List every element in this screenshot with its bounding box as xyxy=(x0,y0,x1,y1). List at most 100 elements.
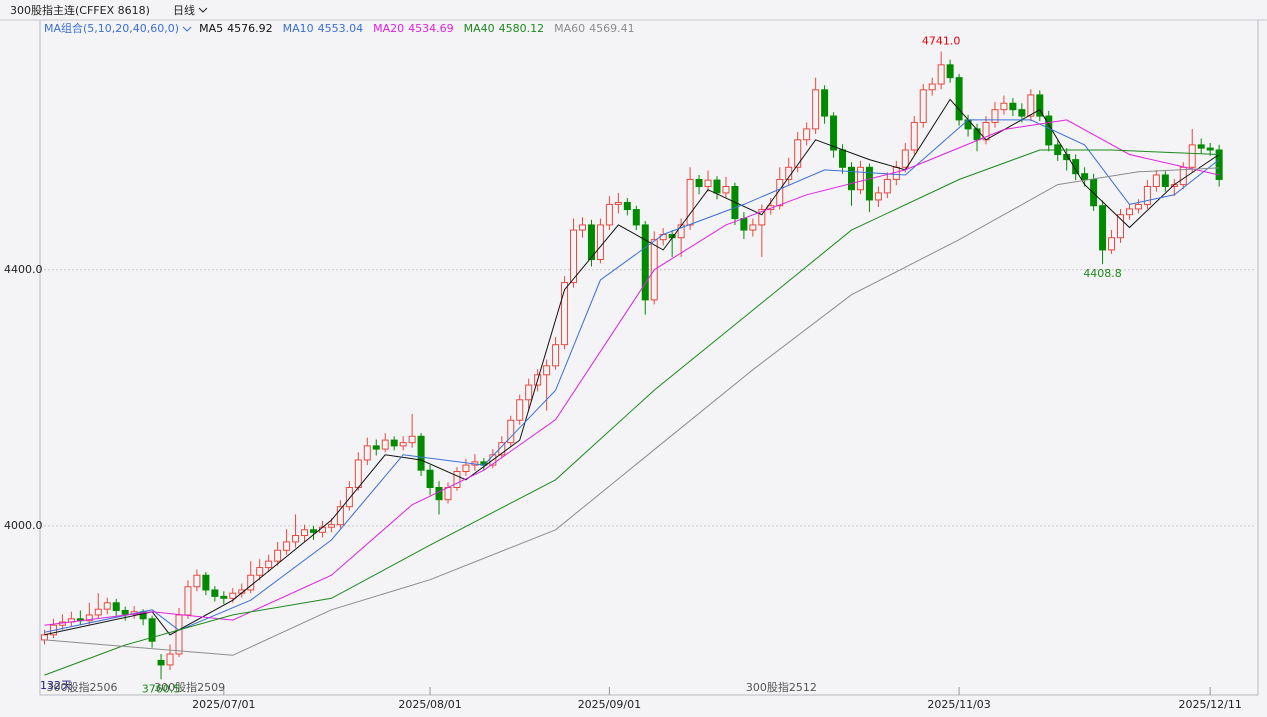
x-tick-label: 2025/09/01 xyxy=(578,698,641,711)
period-chevron[interactable] xyxy=(198,7,208,13)
legend-value: 4534.69 xyxy=(408,22,454,35)
candle-body xyxy=(40,634,48,641)
ma-line xyxy=(44,149,1220,676)
candle-body xyxy=(525,384,533,401)
contract-label: 300股指2506 xyxy=(46,680,117,694)
candle-body xyxy=(865,166,873,201)
candle-body xyxy=(839,149,847,168)
candle-body xyxy=(910,121,918,151)
candle-body xyxy=(713,179,721,194)
candle-body xyxy=(758,209,766,226)
chart-title[interactable]: 300股指主连(CFFEX 8618) xyxy=(10,3,150,17)
extreme-label: 4741.0 xyxy=(922,34,961,47)
candle-body xyxy=(1143,186,1151,205)
extreme-label: 3760.5 xyxy=(142,682,181,695)
candle-body xyxy=(372,445,380,450)
candle-body xyxy=(605,203,613,226)
candle-body xyxy=(946,64,954,79)
legend-name: MA20 xyxy=(373,22,404,35)
y-tick-label: 4400.0 xyxy=(4,263,43,276)
candle-body xyxy=(1081,173,1089,180)
candle-body xyxy=(516,399,524,421)
legend-value: 4580.12 xyxy=(499,22,545,35)
candle-body xyxy=(408,435,416,444)
period-label[interactable]: 日线 xyxy=(173,3,195,17)
candle-body xyxy=(677,224,685,239)
legend-chevron xyxy=(182,26,192,32)
candle-body xyxy=(184,586,192,616)
candle-body xyxy=(336,506,344,526)
candle-body xyxy=(901,149,909,168)
candle-body xyxy=(821,89,829,117)
candle-body xyxy=(381,439,389,450)
ma-line xyxy=(44,98,1220,636)
y-tick-label: 4000.0 xyxy=(4,519,43,532)
candle-body xyxy=(794,139,802,168)
candle-body xyxy=(175,614,183,655)
candle-body xyxy=(292,535,300,543)
candle-body xyxy=(847,166,855,191)
candle-body xyxy=(498,442,506,456)
candle-body xyxy=(166,653,174,666)
candle-body xyxy=(462,464,470,472)
candle-body xyxy=(256,567,264,576)
legend-value: 4553.04 xyxy=(318,22,364,35)
candle-body xyxy=(301,529,309,537)
candle-body xyxy=(148,618,156,642)
plot-frame xyxy=(39,19,1259,696)
candle-body xyxy=(211,589,219,597)
candle-body xyxy=(767,205,775,211)
candle-body xyxy=(830,115,838,151)
ma-line xyxy=(44,119,1220,626)
legend-value: 4576.92 xyxy=(227,22,273,35)
candle-body xyxy=(1009,102,1017,111)
candle-body xyxy=(112,602,120,611)
candle-body xyxy=(265,560,273,569)
legend-name: MA40 xyxy=(464,22,495,35)
candle-body xyxy=(578,224,586,231)
candle-body xyxy=(1116,214,1124,239)
candle-body xyxy=(1197,144,1205,149)
candle-body xyxy=(892,166,900,180)
candle-body xyxy=(426,469,434,489)
candle-body xyxy=(641,224,649,301)
candle-body xyxy=(399,442,407,447)
candle-body xyxy=(1152,174,1160,188)
candle-body xyxy=(507,419,515,444)
candle-body xyxy=(704,179,712,188)
candle-body xyxy=(776,178,784,207)
candle-body xyxy=(157,659,165,666)
candle-body xyxy=(991,109,999,123)
candle-body xyxy=(1188,144,1196,168)
candle-body xyxy=(417,435,425,471)
candle-body xyxy=(570,229,578,284)
candle-body xyxy=(354,459,362,489)
candle-body xyxy=(883,178,891,194)
contract-label: 300股指2509 xyxy=(154,680,225,694)
candle-body xyxy=(390,439,398,447)
candle-body xyxy=(561,282,569,346)
candle-body xyxy=(1018,109,1026,117)
x-tick-label: 2025/08/01 xyxy=(398,698,461,711)
candle-body xyxy=(229,592,237,599)
candle-body xyxy=(937,64,945,85)
candle-body xyxy=(444,487,452,501)
candle-body xyxy=(1000,102,1008,111)
bar-count: 132天 xyxy=(40,679,72,692)
candle-body xyxy=(749,224,757,231)
candle-body xyxy=(1099,205,1107,251)
candle-body xyxy=(283,541,291,551)
ma-group-label[interactable]: MA组合(5,10,20,40,60,0) xyxy=(44,21,179,35)
candle-body xyxy=(874,192,882,201)
legend: MA组合(5,10,20,40,60,0) MA5 4576.92 MA10 4553… xyxy=(44,21,635,35)
candle-body xyxy=(1161,174,1169,188)
candle-body xyxy=(1108,237,1116,251)
contract-label: 300股指2512 xyxy=(746,680,817,694)
candle-body xyxy=(1125,208,1133,216)
candle-body xyxy=(552,344,560,367)
candle-body xyxy=(1036,94,1044,117)
candle-body xyxy=(220,595,228,599)
candle-body xyxy=(327,524,335,528)
ma-line xyxy=(44,167,1220,656)
